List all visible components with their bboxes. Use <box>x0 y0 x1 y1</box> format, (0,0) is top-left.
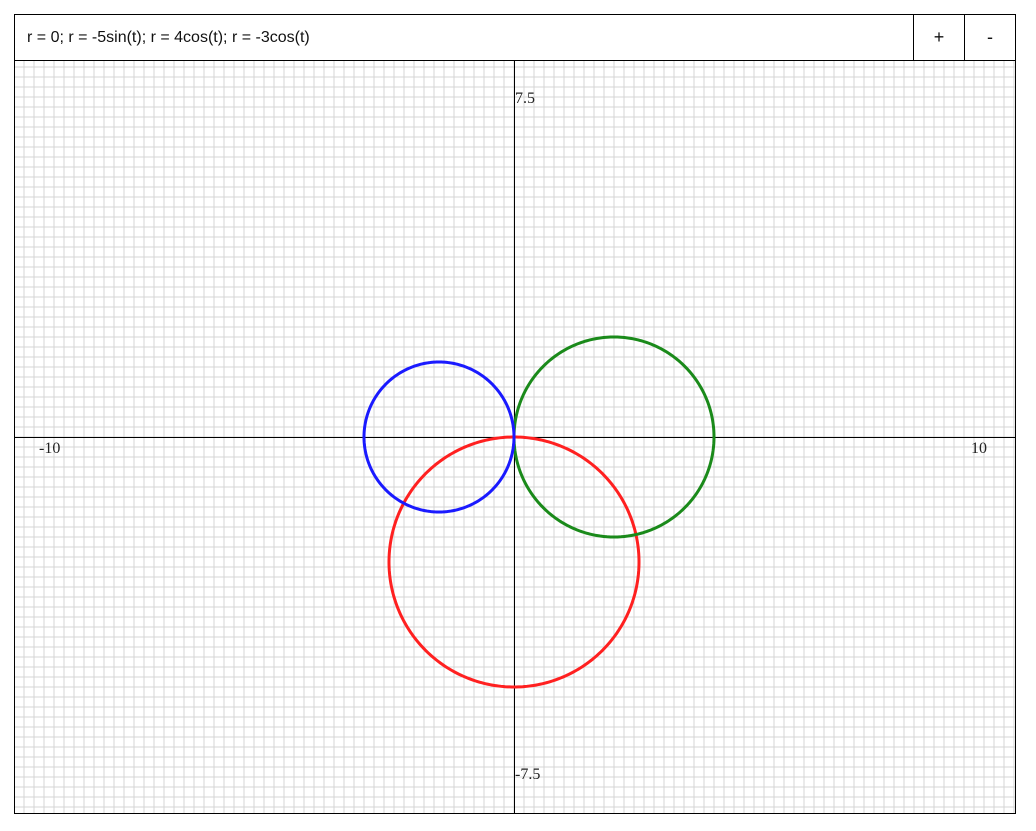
x-max-label: 10 <box>971 440 987 457</box>
graph-canvas[interactable]: -10 10 7.5 -7.5 <box>14 60 1016 814</box>
equation-toolbar: + - <box>14 14 1016 61</box>
y-max-label: 7.5 <box>515 90 535 107</box>
y-min-label: -7.5 <box>515 766 540 783</box>
axis-labels: -10 10 7.5 -7.5 <box>39 90 987 783</box>
curve-2 <box>512 335 716 539</box>
curve-3 <box>362 360 516 514</box>
x-min-label: -10 <box>39 440 60 457</box>
zoom-out-button[interactable]: - <box>964 15 1015 60</box>
polar-plot[interactable]: -10 10 7.5 -7.5 <box>15 61 1015 813</box>
equation-input[interactable] <box>15 15 913 60</box>
curves <box>362 335 716 689</box>
zoom-in-button[interactable]: + <box>913 15 964 60</box>
